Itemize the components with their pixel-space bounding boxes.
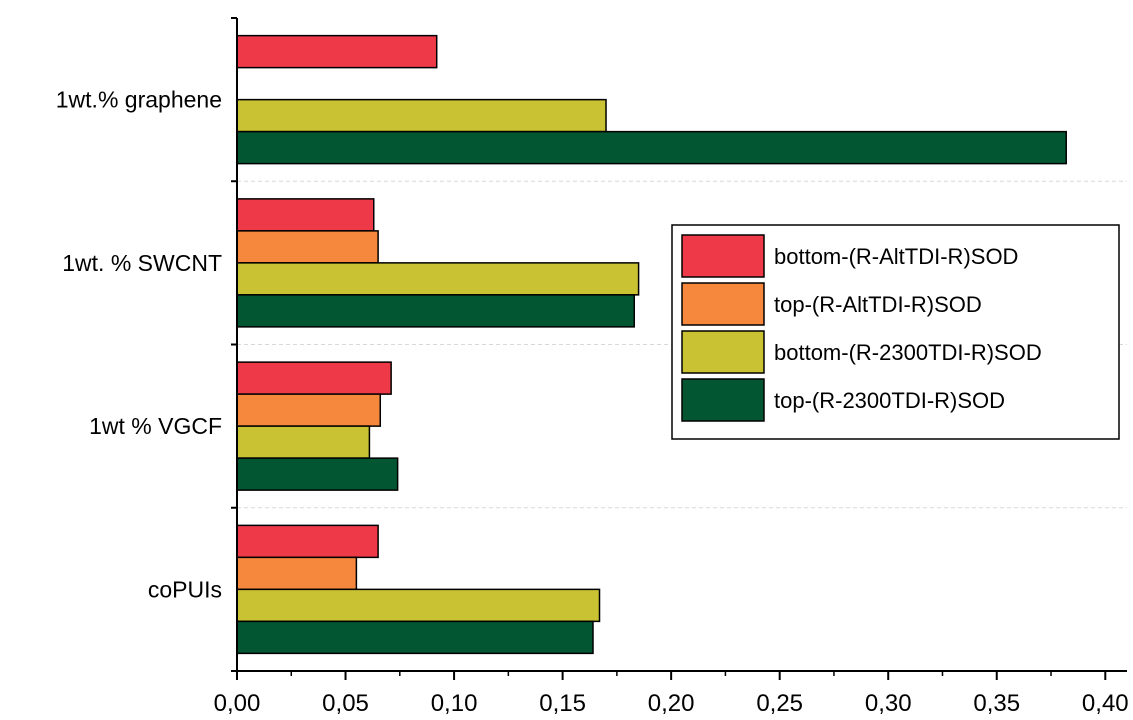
axes-group: [231, 17, 1127, 680]
bar-1wt-swcnt-top-r-2300tdi-r-sod: [236, 294, 635, 328]
category-label-1wt-swcnt: 1wt. % SWCNT: [62, 250, 222, 276]
category-labels: 1wt.% graphene 1wt. % SWCNT 1wt % VGCF coPU…: [56, 87, 222, 603]
legend-label-top-r-alttdi-r-sod: top-(R-AltTDI-R)SOD: [774, 292, 982, 317]
bar-1wt-swcnt-top-r-alttdi-r-sod: [236, 230, 379, 264]
bar-1wt-swcnt-bottom-r-2300tdi-r-sod: [236, 262, 640, 296]
legend-swatch-top-r-2300tdi-r-sod: [681, 378, 765, 422]
bar-1wt-graphene-top-r-2300tdi-r-sod: [236, 130, 1067, 165]
legend-swatch-bottom-r-alttdi-r-sod: [681, 234, 765, 278]
x-tick-label: 0,00: [214, 690, 261, 717]
bar-copuis-bottom-r-alttdi-r-sod: [236, 524, 379, 559]
x-tick-labels: 0,00 0,05 0,10 0,15 0,20 0,25 0,30 0,35 0,40: [214, 690, 1129, 717]
category-label-1wt-graphene: 1wt.% graphene: [56, 87, 222, 113]
bar-1wt-vgcf-top-r-2300tdi-r-sod: [236, 457, 399, 491]
bar-1wt-vgcf-bottom-r-alttdi-r-sod: [236, 361, 392, 395]
bars-group: [236, 34, 1067, 655]
legend-label-bottom-r-alttdi-r-sod: bottom-(R-AltTDI-R)SOD: [774, 244, 1018, 269]
x-tick-label: 0,30: [865, 690, 912, 717]
bar-1wt-vgcf-top-r-alttdi-r-sod: [236, 393, 382, 427]
bar-copuis-top-r-alttdi-r-sod: [236, 556, 358, 591]
bar-1wt-swcnt-bottom-r-alttdi-r-sod: [236, 198, 375, 232]
x-tick-label: 0,25: [756, 690, 803, 717]
bar-1wt-graphene-bottom-r-2300tdi-r-sod: [236, 98, 607, 133]
legend-label-bottom-r-2300tdi-r-sod: bottom-(R-2300TDI-R)SOD: [774, 340, 1042, 365]
category-label-copuis: coPUIs: [148, 576, 222, 602]
x-tick-label: 0,05: [322, 690, 369, 717]
x-tick-label: 0,20: [648, 690, 695, 717]
x-tick-label: 0,35: [973, 690, 1020, 717]
legend-swatch-bottom-r-2300tdi-r-sod: [681, 330, 765, 374]
x-tick-label: 0,15: [539, 690, 586, 717]
legend-label-top-r-2300tdi-r-sod: top-(R-2300TDI-R)SOD: [774, 388, 1005, 413]
x-tick-label: 0,10: [431, 690, 478, 717]
bar-copuis-top-r-2300tdi-r-sod: [236, 620, 594, 655]
category-label-1wt-vgcf: 1wt % VGCF: [89, 413, 222, 439]
legend-swatch-top-r-alttdi-r-sod: [681, 282, 765, 326]
legend: bottom-(R-AltTDI-R)SOD top-(R-AltTDI-R)SO…: [671, 224, 1120, 440]
x-tick-label: 0,40: [1082, 690, 1129, 717]
bar-1wt-graphene-bottom-r-alttdi-r-sod: [236, 34, 438, 69]
bar-1wt-vgcf-bottom-r-2300tdi-r-sod: [236, 425, 371, 459]
bar-copuis-bottom-r-2300tdi-r-sod: [236, 588, 601, 623]
